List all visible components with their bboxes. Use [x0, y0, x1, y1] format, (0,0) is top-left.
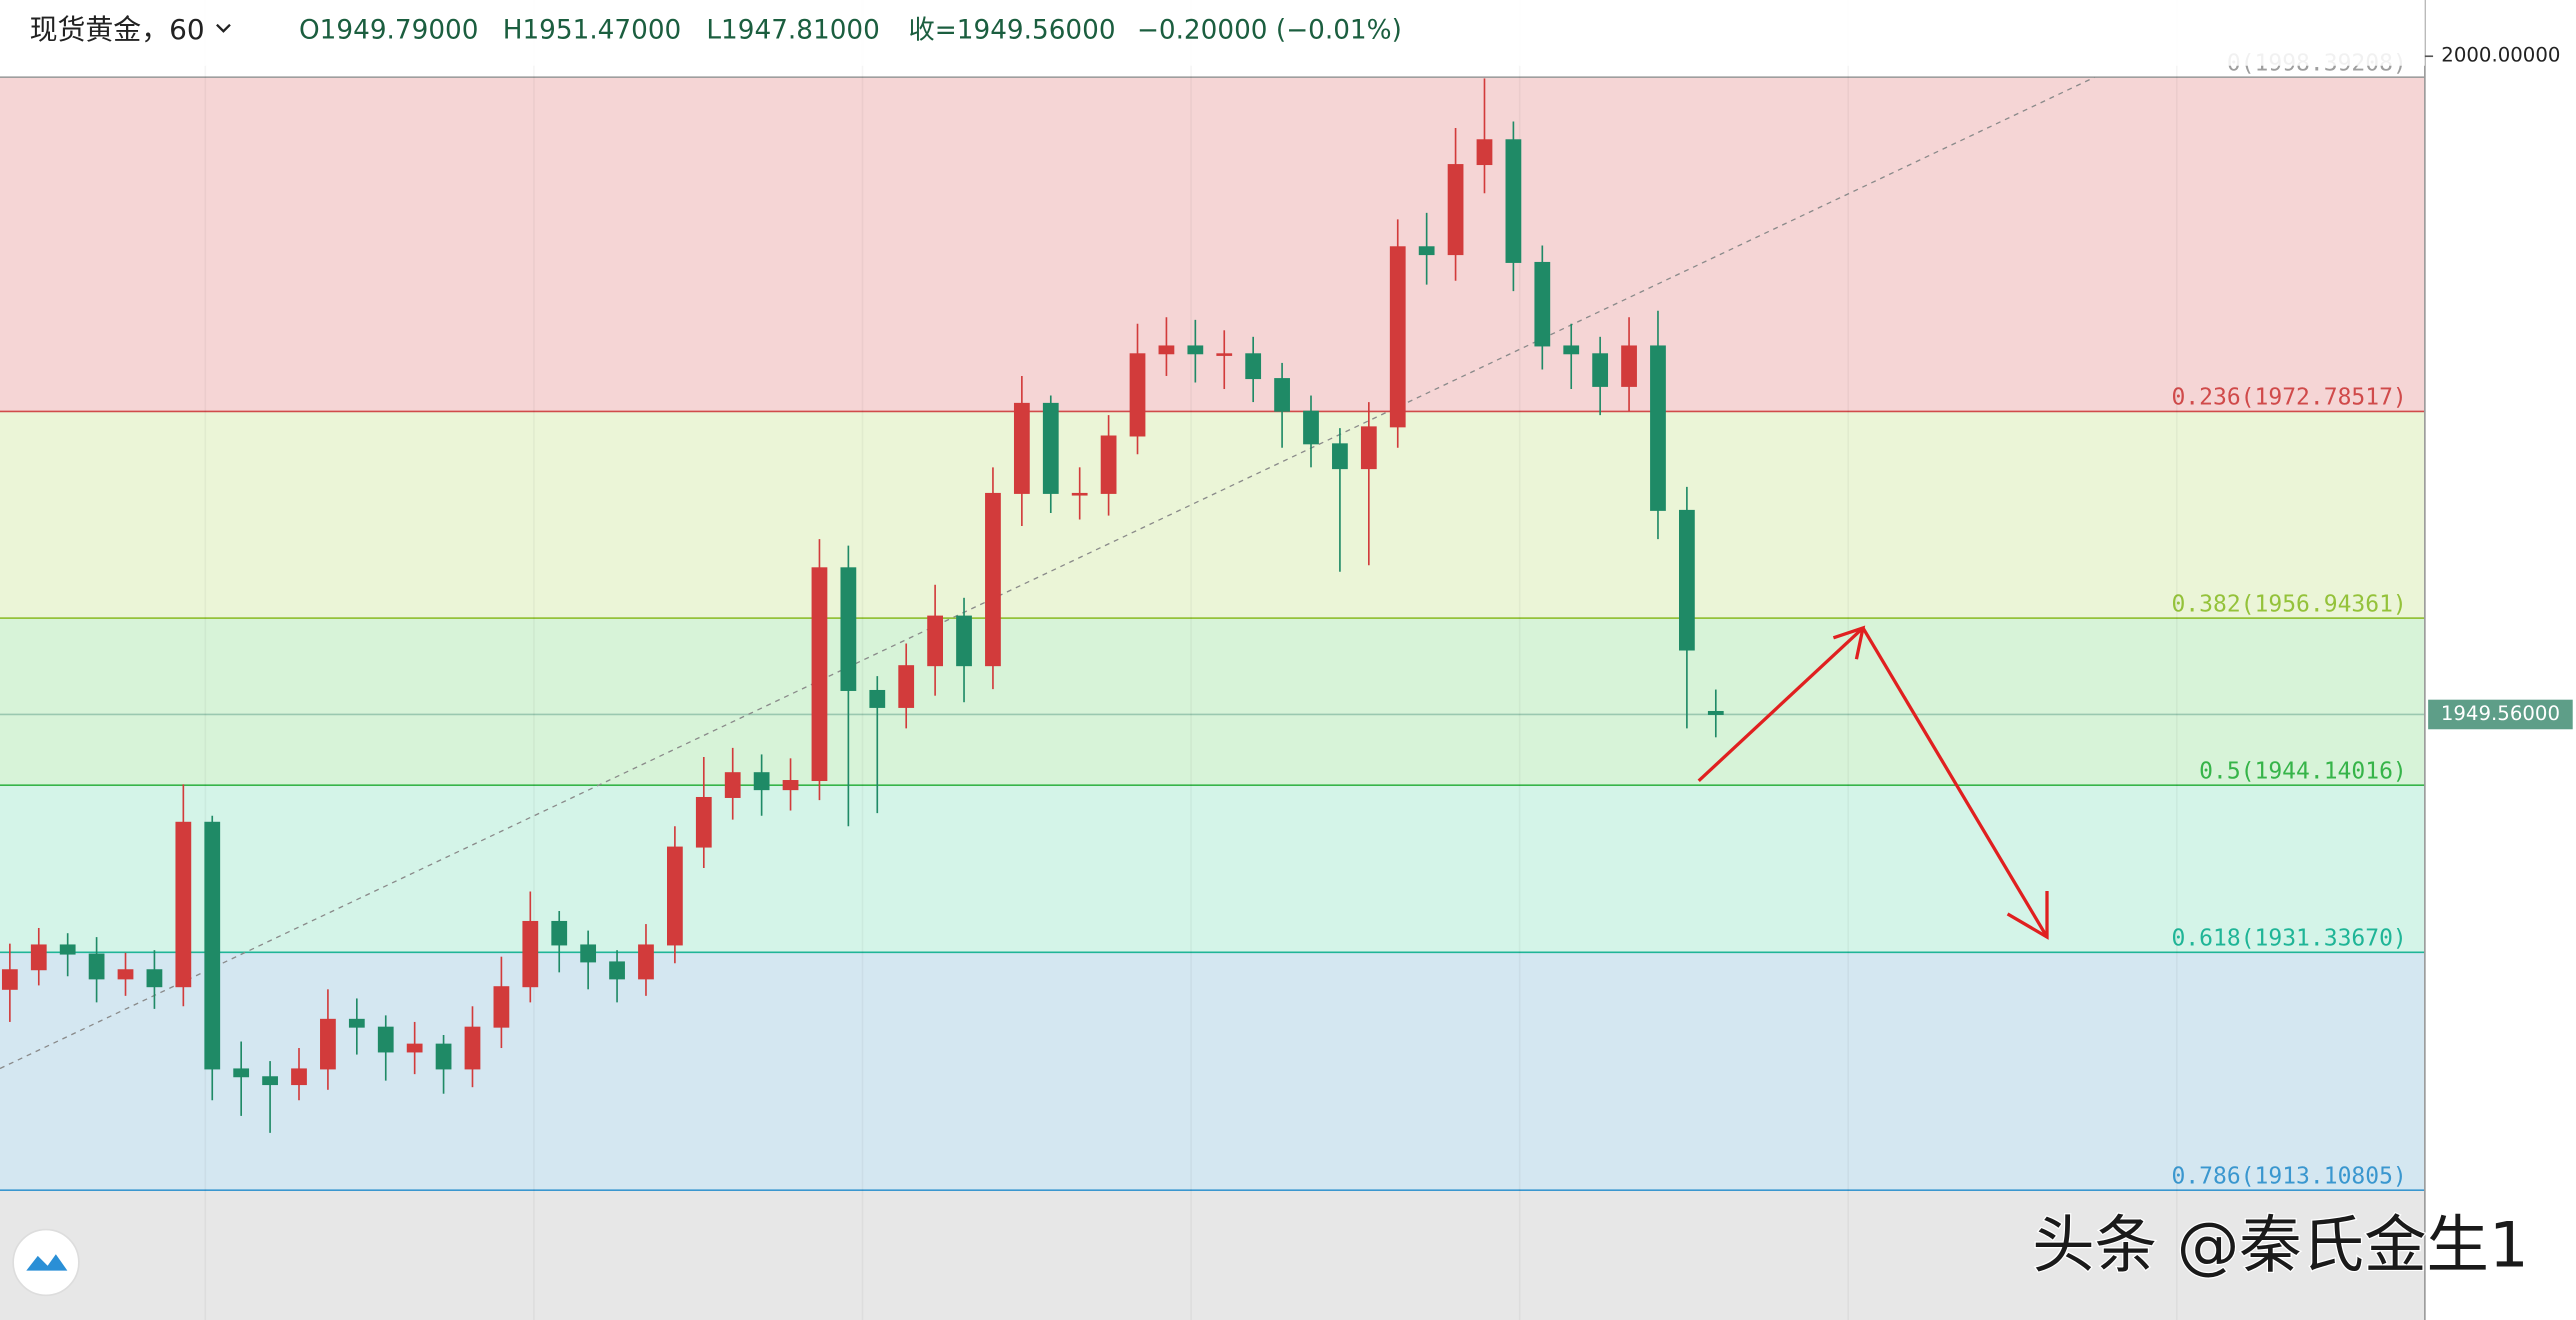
candle-body	[1187, 345, 1204, 355]
candle-body	[175, 821, 192, 988]
candle-body	[406, 1043, 423, 1053]
candle-body	[1563, 345, 1580, 355]
candle-body	[522, 920, 539, 988]
candle-body	[695, 796, 712, 848]
candle-body	[1332, 443, 1348, 470]
fib-label: 0.618(1931.33670)	[2171, 926, 2406, 952]
arrow-up	[1697, 626, 1865, 783]
fib-zone	[0, 1190, 2425, 1320]
trend-line	[0, 76, 2095, 1070]
candle-body	[204, 821, 221, 1070]
ohlc-header: O1949.79000 H1951.47000 L1947.81000 收=1949.…	[299, 16, 1402, 46]
fib-label: 0.236(1972.78517)	[2171, 385, 2406, 411]
candle-body	[464, 1026, 481, 1070]
fib-zone	[0, 77, 2425, 412]
y-tick-label: 2000.00000	[2441, 44, 2560, 67]
fib-zone	[0, 785, 2425, 953]
candle-body	[1360, 426, 1377, 470]
candle-body	[1245, 353, 1262, 380]
candle-body	[348, 1018, 365, 1028]
candle-body	[1505, 139, 1522, 263]
candle-body	[1389, 246, 1406, 428]
candle-body	[1650, 345, 1666, 511]
fib-zone	[0, 618, 2425, 786]
candle-body	[609, 961, 625, 980]
ohlc-value: −0.20000 (−0.01%)	[1137, 16, 1402, 46]
candle-body	[666, 846, 683, 946]
fib-label: 0.5(1944.14016)	[2199, 759, 2407, 785]
candle-body	[1534, 261, 1551, 347]
candle-body	[1592, 353, 1609, 387]
candle-body	[1042, 402, 1059, 494]
candle-body	[1476, 139, 1493, 166]
fib-label: 0.382(1956.94361)	[2171, 591, 2406, 617]
candle-body	[1274, 378, 1290, 412]
axis-labels: 2000.00000 1949.56000	[2424, 44, 2573, 730]
candle-body	[1216, 353, 1233, 356]
ohlc-value: 收=1949.56000	[909, 16, 1116, 46]
candles	[1, 78, 1724, 1133]
candle-body	[1447, 164, 1464, 256]
candle-body	[811, 567, 828, 782]
candle-body	[59, 944, 76, 955]
candle-body	[88, 953, 105, 980]
candle-body	[782, 780, 799, 791]
logo[interactable]	[12, 1228, 80, 1297]
candle-body	[291, 1068, 307, 1086]
candle-body	[377, 1026, 394, 1053]
symbol-title[interactable]: 现货黄金，60	[30, 13, 205, 46]
candle-body	[1100, 435, 1117, 494]
candle-body	[551, 920, 568, 946]
arrow-down	[1861, 627, 2049, 938]
candle-body	[493, 986, 510, 1028]
ohlc-value: H1951.47000	[503, 16, 682, 46]
candle-body	[1303, 410, 1319, 445]
candle-body	[724, 772, 741, 798]
candle-body	[1621, 345, 1637, 387]
candle-body	[146, 969, 163, 988]
fib-zone	[0, 952, 2425, 1191]
candle-body	[1707, 710, 1724, 715]
fib-zone	[0, 411, 2425, 619]
candle-body	[1129, 353, 1146, 437]
candle-body	[753, 772, 770, 791]
candle-body	[898, 665, 915, 708]
candle-body	[262, 1076, 278, 1086]
candle-body	[956, 615, 972, 667]
candle-body	[1418, 246, 1435, 256]
candle-body	[1013, 402, 1030, 494]
header-bar	[0, 0, 2425, 66]
candle-body	[985, 492, 1001, 667]
candle-body	[869, 689, 886, 708]
last-price-label: 1949.56000	[2441, 702, 2560, 725]
candle-body	[435, 1043, 452, 1070]
candle-body	[1678, 509, 1695, 651]
candle-body	[1071, 492, 1088, 496]
candle-body	[1, 969, 18, 990]
logo-icon	[26, 1254, 68, 1271]
candle-body	[320, 1018, 336, 1070]
symbol-dropdown[interactable]	[216, 23, 231, 33]
fib-label: 0.786(1913.10805)	[2171, 1164, 2406, 1190]
candle-body	[1158, 345, 1175, 355]
candle-body	[233, 1068, 250, 1078]
fib-zones: 0(1998.39208)0.236(1972.78517)0.382(1956…	[0, 51, 2425, 1320]
candle-body	[117, 969, 134, 980]
ohlc-value: O1949.79000	[299, 16, 478, 46]
price-axis	[2424, 0, 2576, 1320]
candle-body	[927, 615, 944, 667]
last-price-tag	[2428, 699, 2573, 730]
candle-body	[30, 944, 47, 971]
watermark: 头条 @秦氏金生1	[2032, 1208, 2528, 1281]
candle-body	[638, 944, 654, 980]
ohlc-value: L1947.81000	[706, 16, 879, 46]
arrow-down-head	[2006, 890, 2049, 940]
candle-body	[840, 567, 857, 691]
candle-body	[580, 944, 597, 963]
